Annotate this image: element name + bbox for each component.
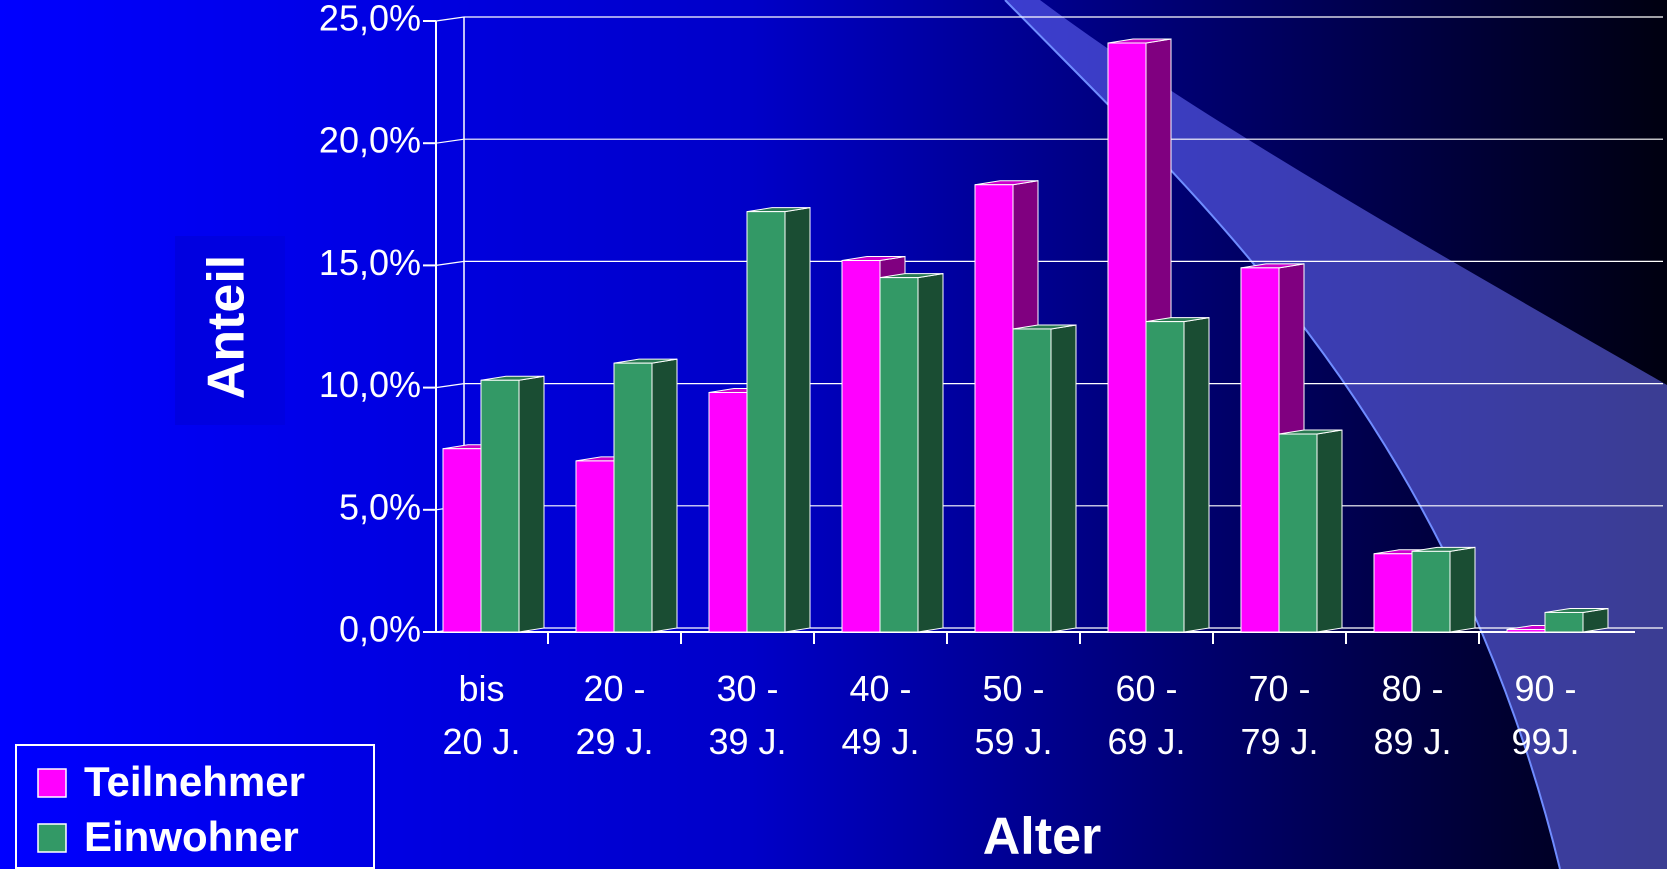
bar-front — [442, 448, 482, 633]
bar-front — [1278, 433, 1318, 633]
bar-side — [917, 273, 944, 633]
bar-front — [1506, 629, 1546, 633]
grid-diagonal — [435, 138, 465, 144]
x-tick-label: 30 -39 J. — [708, 668, 786, 762]
bar-front — [974, 184, 1014, 633]
legend-swatch — [37, 823, 67, 853]
bar-side — [518, 375, 545, 633]
bar — [1544, 607, 1609, 633]
bar — [879, 273, 944, 633]
x-axis-title: Alter — [983, 808, 1101, 866]
bar — [746, 207, 811, 633]
legend-label: Einwohner — [84, 813, 299, 860]
bar-front — [1145, 321, 1185, 633]
bar-front — [613, 362, 653, 633]
swoosh-edge — [1004, 0, 1561, 869]
bar — [480, 375, 545, 633]
y-title-box — [175, 236, 285, 425]
bar — [1012, 324, 1077, 633]
bar-front — [1411, 550, 1451, 633]
legend-box — [15, 744, 375, 869]
bar-front — [708, 391, 748, 633]
bar-side — [784, 207, 811, 633]
x-tick-label: bis 20 J. — [442, 668, 520, 762]
y-tick-label: 5,0% — [339, 486, 421, 527]
bar — [1411, 546, 1476, 633]
bar-front — [575, 460, 615, 633]
bar-front — [480, 379, 520, 633]
legend-swatch — [37, 768, 67, 798]
bar-side — [1050, 324, 1077, 633]
x-tick-label: 80 -89 J. — [1373, 668, 1451, 762]
swoosh — [1005, 0, 1667, 869]
x-tick-label: 90 -99J. — [1511, 668, 1579, 762]
y-tick-label: 25,0% — [319, 0, 421, 39]
bar-front — [1107, 42, 1147, 633]
bar — [1145, 317, 1210, 633]
bar-front — [841, 260, 881, 633]
x-tick-label: 60 -69 J. — [1107, 668, 1185, 762]
bar-front — [1012, 328, 1052, 633]
y-tick-label: 20,0% — [319, 120, 421, 161]
bar-side — [651, 358, 678, 633]
bar-front — [1373, 553, 1413, 633]
y-tick-label: 15,0% — [319, 242, 421, 283]
bar-side — [1183, 317, 1210, 633]
bar-front — [746, 211, 786, 633]
bar-front — [879, 277, 919, 633]
bar — [613, 358, 678, 633]
x-tick-label: 70 -79 J. — [1240, 668, 1318, 762]
grid-diagonal — [435, 383, 465, 389]
bar — [1278, 429, 1343, 633]
x-tick-label: 20 -29 J. — [575, 668, 653, 762]
legend-label: Teilnehmer — [84, 758, 305, 805]
bar-front — [1240, 267, 1280, 633]
y-axis-title: Anteil — [198, 255, 256, 399]
y-tick-label: 10,0% — [319, 364, 421, 405]
x-tick-label: 50 -59 J. — [974, 668, 1052, 762]
grid-diagonal — [435, 16, 465, 22]
grid-diagonal — [435, 260, 465, 266]
bar-front — [1544, 611, 1584, 633]
bar-side — [1316, 429, 1343, 633]
y-tick-label: 0,0% — [339, 609, 421, 650]
bar-side — [1449, 546, 1476, 633]
x-tick-label: 40 -49 J. — [841, 668, 919, 762]
